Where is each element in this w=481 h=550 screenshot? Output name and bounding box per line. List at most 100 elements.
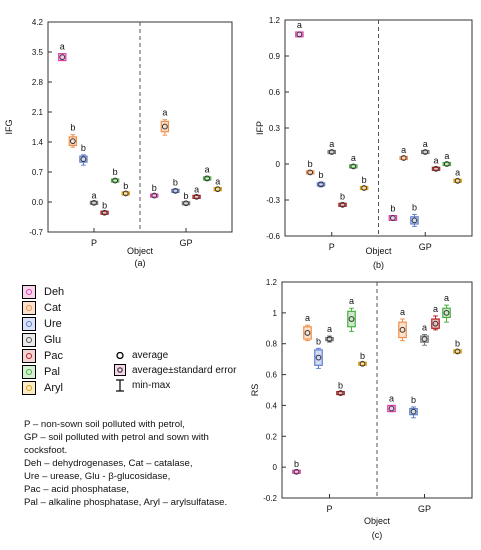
mean-marker — [400, 155, 407, 161]
box-pac-gp: a — [192, 184, 201, 200]
significance-letter: b — [316, 336, 321, 346]
box-deh-p: b — [292, 459, 301, 475]
box-deh-gp: a — [387, 393, 396, 413]
box-deh-p: a — [58, 42, 67, 62]
x-tick-label: P — [329, 242, 335, 252]
se-box — [192, 194, 201, 199]
x-tick-label: P — [91, 238, 97, 248]
se-box — [202, 176, 212, 181]
se-box — [181, 201, 191, 206]
legend-swatch-cat — [22, 301, 36, 315]
legend-label: Pac — [44, 350, 63, 362]
se-box — [347, 310, 356, 328]
se-box — [399, 155, 408, 161]
min-max-whisker-icon — [116, 379, 124, 392]
box-aryl-p: b — [121, 181, 130, 197]
se-box — [303, 326, 312, 340]
mean-marker — [112, 177, 119, 184]
mean-marker — [350, 163, 357, 170]
footnote-line: Pal – alkaline phosphatase, Aryl – aryls… — [24, 497, 228, 508]
legend-swatch-pac — [22, 349, 36, 363]
mean-marker — [183, 200, 189, 207]
mean-marker — [326, 336, 333, 342]
y-tick-label: 0 — [273, 463, 278, 472]
y-tick-label: 1.4 — [32, 138, 44, 147]
se-box — [150, 193, 159, 198]
x-tick-label: GP — [179, 238, 192, 248]
y-tick-label: -0.7 — [29, 228, 43, 237]
se-box — [442, 161, 452, 167]
significance-letter: a — [351, 153, 356, 163]
box-cat-gp: a — [160, 108, 170, 136]
box-glu-p: a — [327, 139, 337, 155]
significance-letter: b — [411, 395, 416, 405]
significance-letter: b — [294, 459, 299, 469]
x-tick-label: GP — [419, 242, 432, 252]
se-box — [58, 53, 67, 62]
significance-letter: a — [349, 296, 354, 306]
key-minmax-label: min-max — [132, 380, 171, 391]
mean-marker — [318, 181, 324, 188]
se-box — [110, 178, 120, 183]
se-box — [89, 200, 99, 205]
se-box — [431, 166, 441, 171]
legend-label: Ure — [44, 318, 62, 330]
legend-label: Glu — [44, 334, 62, 346]
significance-letter: b — [390, 204, 395, 214]
box-pal-gp: a — [442, 293, 451, 323]
significance-letter: a — [305, 313, 310, 323]
footnote-line: Deh – dehydrogenases, Cat – catalase, — [24, 458, 193, 469]
significance-letter: b — [70, 123, 75, 133]
mean-marker — [421, 336, 428, 342]
box-deh-gp: b — [388, 204, 398, 222]
mean-marker — [204, 175, 211, 182]
se-box — [410, 216, 419, 225]
chart-panel-1: 4.2 3.5 2.8 2.1 1.4 0.7 0.0 -0.7 IFG P GP Object (a)… — [4, 18, 233, 268]
mean-marker — [361, 185, 368, 191]
mean-marker — [296, 31, 303, 38]
legend-swatch-deh — [22, 285, 36, 299]
se-box — [349, 164, 358, 169]
significance-letter: b — [113, 167, 118, 177]
footnotes: P – non-sown soil polluted with petrol, … — [24, 418, 246, 509]
box-aryl-gp: b — [453, 339, 462, 355]
se-box — [409, 407, 418, 416]
panel-label: (b) — [373, 260, 384, 270]
mean-marker — [432, 320, 439, 327]
y-tick-label: 0.6 — [266, 371, 278, 380]
se-box — [79, 155, 88, 163]
se-box — [336, 390, 345, 396]
mean-marker — [307, 169, 314, 176]
significance-letter: b — [340, 192, 345, 202]
y-axis-label: RS — [250, 384, 260, 397]
mean-marker — [293, 468, 300, 475]
legend-label: Aryl — [44, 382, 63, 394]
significance-letter: a — [433, 304, 438, 314]
significance-letter: a — [215, 176, 220, 186]
mean-marker — [101, 209, 108, 216]
significance-letter: a — [60, 42, 65, 52]
mean-marker — [337, 390, 344, 396]
mean-marker — [454, 177, 461, 184]
significance-letter: b — [360, 351, 365, 361]
legend-swatch-pal — [22, 365, 36, 379]
y-tick-label: 4.2 — [32, 18, 44, 27]
y-tick-label: 1 — [273, 309, 278, 318]
box-ure-p: b — [314, 336, 323, 369]
mean-marker — [69, 138, 76, 145]
mean-marker — [454, 348, 461, 355]
significance-letter: b — [338, 380, 343, 390]
mean-marker — [91, 199, 97, 206]
significance-letter: a — [400, 307, 405, 317]
legend-swatch-aryl — [22, 381, 36, 395]
se-box — [327, 149, 337, 155]
significance-letter: a — [444, 151, 449, 161]
y-tick-label: 2.8 — [32, 78, 44, 87]
y-tick-label: -0.2 — [263, 494, 277, 503]
mean-marker — [389, 215, 396, 221]
y-tick-label: 0.7 — [32, 168, 44, 177]
box-pal-p: b — [110, 167, 120, 184]
se-box — [431, 318, 440, 329]
